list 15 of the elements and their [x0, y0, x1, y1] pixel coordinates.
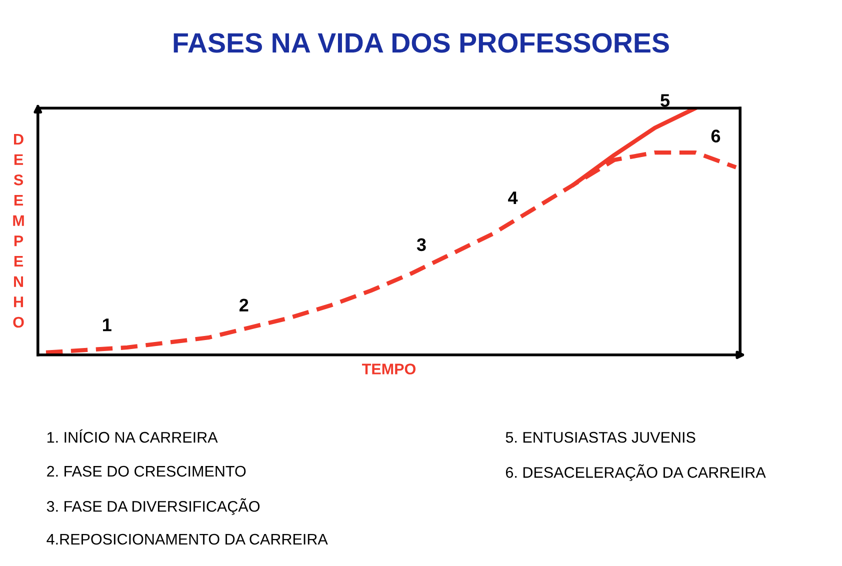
chart-title: FASES NA VIDA DOS PROFESSORES: [174, 33, 669, 53]
series-label: 5: [660, 94, 670, 107]
x-axis-title: TEMPO: [362, 364, 416, 374]
annotation: 2: [239, 298, 248, 312]
text: 4.REPOSICIONAMENTO DA CARREIRA: [46, 534, 328, 545]
annotation: 6: [711, 130, 720, 142]
text: 3. FASE DA DIVERSIFICAÇÃO: [46, 498, 260, 515]
annotation: 3: [416, 238, 426, 252]
annotation: 4: [508, 192, 518, 204]
annotation: 1: [103, 318, 112, 332]
text: 5. ENTUSIASTAS JUVENIS: [506, 432, 696, 443]
text: 2. FASE DO CRESCIMENTO: [47, 466, 246, 477]
text: DESEMPENHO: [13, 134, 24, 328]
text: 1. INÍCIO NA CARREIRA: [47, 429, 218, 443]
text: 6. DESACELERAÇÃO DA CARREIRA: [506, 464, 766, 481]
